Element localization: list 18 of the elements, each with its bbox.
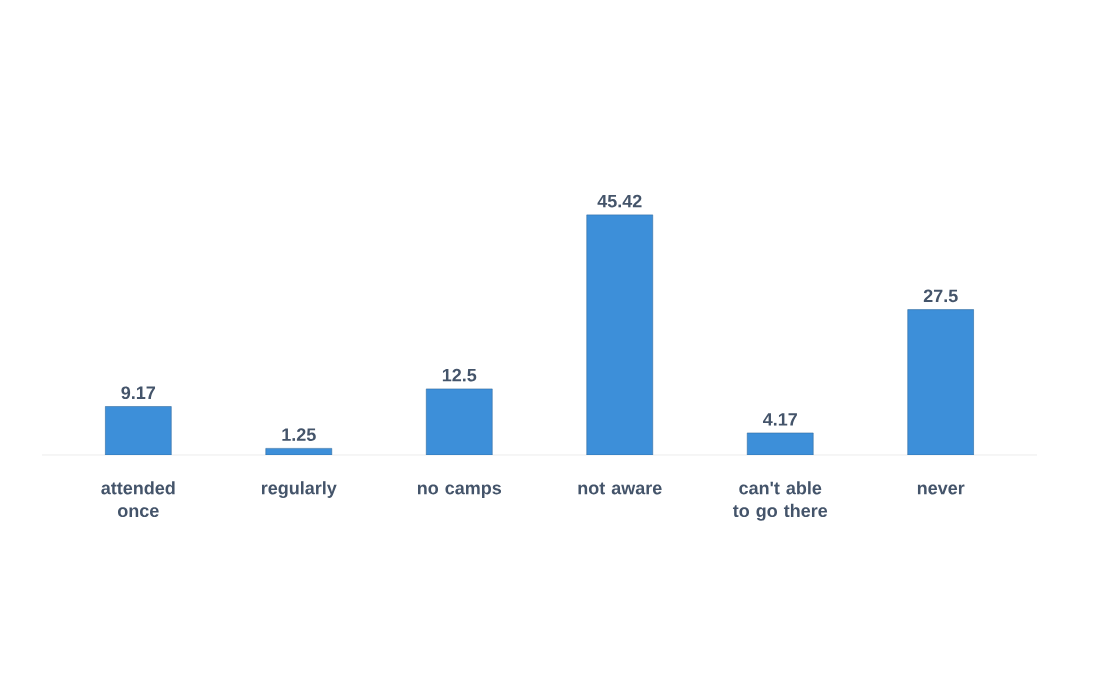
x-tick-label: attended once	[101, 481, 175, 518]
data-label: 4.17	[762, 413, 797, 426]
bar	[746, 432, 814, 455]
bar	[105, 406, 172, 455]
bar	[265, 448, 333, 455]
data-label: 45.42	[597, 194, 642, 208]
data-label: 12.5	[442, 368, 477, 382]
data-label: 9.17	[121, 386, 156, 400]
x-tick-label: no camps	[417, 484, 502, 498]
bar	[426, 388, 493, 455]
x-tick-label: never	[917, 484, 965, 495]
data-label: 27.5	[923, 289, 958, 303]
bar	[586, 214, 654, 455]
data-label: 1.25	[282, 428, 316, 441]
x-tick-label: can't able to go there	[732, 481, 828, 521]
x-tick-label: regularly	[261, 481, 337, 499]
x-tick-label: not aware	[578, 482, 662, 495]
bar	[907, 309, 974, 455]
